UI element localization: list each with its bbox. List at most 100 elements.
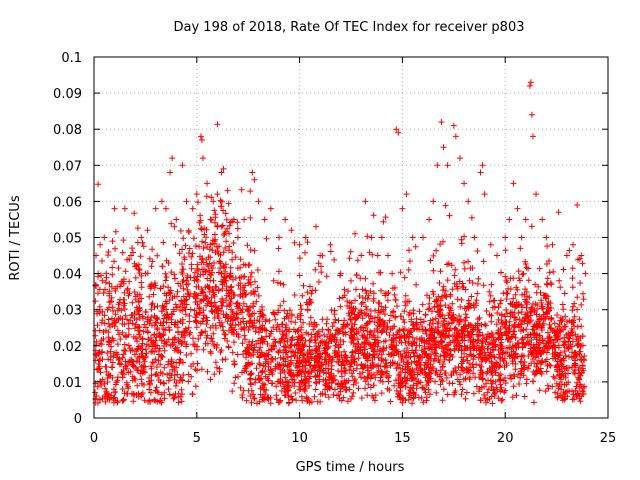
data-point xyxy=(368,234,375,241)
data-point xyxy=(419,234,426,241)
data-point xyxy=(249,169,256,176)
data-point xyxy=(183,198,190,205)
x-tick-label: 20 xyxy=(497,431,514,446)
data-point xyxy=(465,198,472,205)
y-tick-label: 0 xyxy=(74,412,82,427)
y-tick-label: 0.08 xyxy=(53,123,82,138)
data-point xyxy=(378,234,385,241)
data-point-cloud xyxy=(92,121,588,407)
data-point xyxy=(514,205,521,212)
data-point xyxy=(167,169,174,176)
data-point xyxy=(374,252,381,259)
data-point xyxy=(199,155,206,162)
data-point-cloud-marks xyxy=(92,121,588,407)
data-point xyxy=(97,241,104,248)
data-point xyxy=(518,234,525,241)
data-point xyxy=(111,205,118,212)
data-point xyxy=(555,209,562,216)
data-point xyxy=(539,216,546,223)
data-point xyxy=(399,205,406,212)
data-point xyxy=(230,216,237,223)
data-point xyxy=(101,234,108,241)
data-point xyxy=(362,198,369,205)
y-axis-label: ROTI / TECUs xyxy=(8,195,23,280)
data-point xyxy=(261,216,268,223)
data-point xyxy=(204,180,211,187)
y-tick-label: 0.1 xyxy=(61,51,82,66)
y-axis-ticks: 0 0.01 0.02 0.03 0.04 0.05 0.06 0.07 0.08 0.09 0.1 xyxy=(53,51,608,427)
data-point xyxy=(434,162,441,169)
data-point xyxy=(452,133,459,140)
data-point xyxy=(220,165,227,172)
data-point xyxy=(522,216,529,223)
data-point xyxy=(477,169,484,176)
x-tick-label: 25 xyxy=(600,431,617,446)
x-axis-label: GPS time / hours xyxy=(296,460,405,475)
data-point xyxy=(234,234,241,241)
data-point xyxy=(348,277,354,284)
y-tick-label: 0.09 xyxy=(53,87,82,102)
data-point xyxy=(302,234,309,241)
data-point xyxy=(276,234,283,241)
data-point xyxy=(193,191,200,198)
data-point xyxy=(393,126,400,133)
data-point xyxy=(138,234,145,241)
data-point xyxy=(241,216,248,223)
data-point xyxy=(132,263,139,270)
data-point xyxy=(426,216,433,223)
x-tick-label: 5 xyxy=(193,431,201,446)
data-point xyxy=(582,270,589,277)
data-point xyxy=(529,133,536,140)
data-point xyxy=(179,162,186,169)
data-point xyxy=(267,205,274,212)
data-point xyxy=(563,252,570,259)
data-point xyxy=(438,118,445,125)
data-point xyxy=(162,205,169,212)
data-point xyxy=(385,252,392,259)
data-point xyxy=(506,216,513,223)
y-tick-label: 0.05 xyxy=(53,232,82,247)
y-tick-label: 0.04 xyxy=(53,268,82,283)
data-point xyxy=(533,191,540,198)
data-point xyxy=(526,82,533,89)
data-point xyxy=(327,241,334,248)
data-point xyxy=(337,270,344,277)
y-tick-label: 0.06 xyxy=(53,195,82,210)
data-point xyxy=(502,234,509,241)
data-point xyxy=(218,169,225,176)
data-point xyxy=(543,234,550,241)
data-point xyxy=(493,252,500,259)
data-point xyxy=(461,180,468,187)
data-point xyxy=(296,241,303,248)
data-point xyxy=(471,234,478,241)
data-point xyxy=(574,202,581,209)
data-point xyxy=(528,111,535,118)
data-point xyxy=(395,129,402,136)
data-points xyxy=(93,79,589,284)
data-point xyxy=(158,198,165,205)
data-point xyxy=(409,234,416,241)
data-point xyxy=(121,205,128,212)
data-point xyxy=(251,176,258,183)
data-point xyxy=(105,248,112,255)
data-point xyxy=(450,122,457,129)
data-point xyxy=(578,252,585,259)
data-point xyxy=(403,191,410,198)
data-point xyxy=(549,241,556,248)
data-point xyxy=(389,270,396,277)
data-point xyxy=(169,155,176,162)
x-tick-label: 0 xyxy=(90,431,98,446)
data-point xyxy=(197,133,204,140)
data-point xyxy=(255,198,262,205)
data-point xyxy=(152,205,159,212)
data-point xyxy=(358,252,365,259)
data-point xyxy=(487,241,494,248)
data-point xyxy=(109,238,116,245)
y-tick-label: 0.03 xyxy=(53,304,82,319)
data-point xyxy=(317,252,324,259)
data-point xyxy=(313,223,320,230)
data-point xyxy=(456,155,463,162)
data-point xyxy=(210,198,217,205)
